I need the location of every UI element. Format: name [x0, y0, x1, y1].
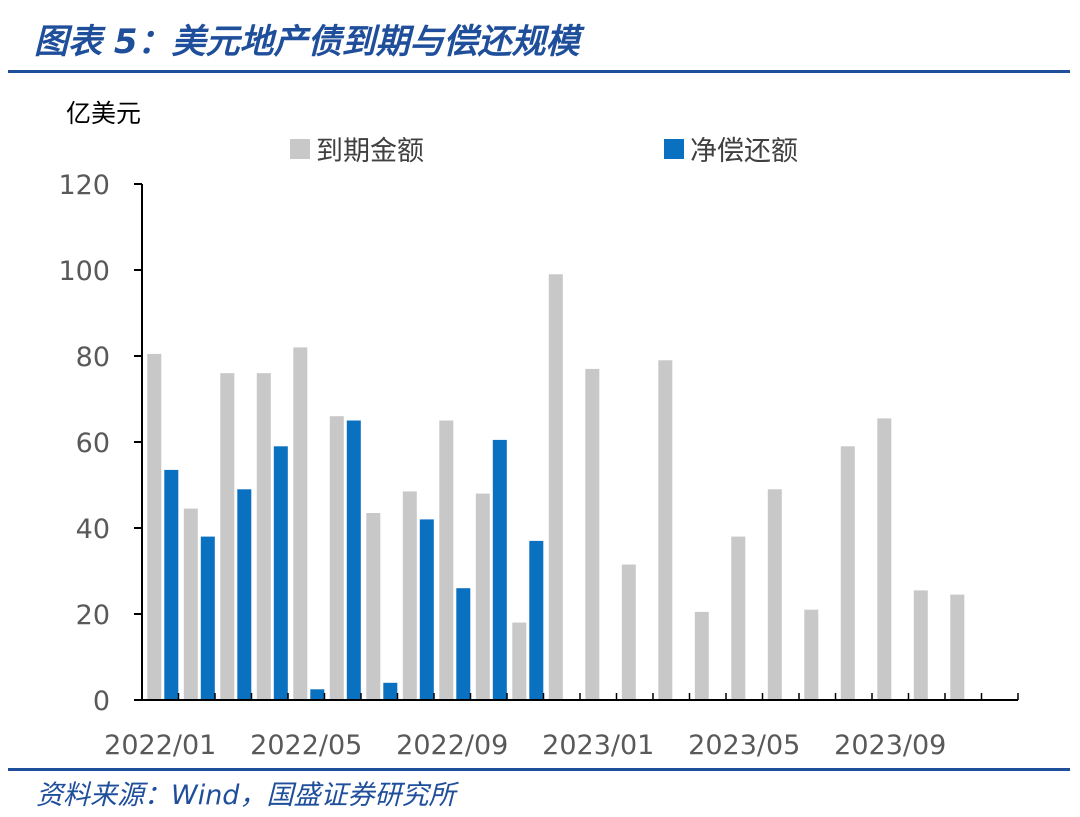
y-tick-label-60: 60	[76, 428, 110, 459]
net-repayment-bar-2022/08	[419, 519, 434, 700]
maturity-bar-2023/02	[621, 564, 636, 700]
net-repayment-bar-2022/01	[164, 469, 179, 700]
net-repayment-bar-2022/06	[346, 420, 361, 700]
y-tick-label-20: 20	[76, 600, 110, 631]
legend-label-net-repayment: 净偿还额	[690, 136, 798, 167]
maturity-bar-2023/10	[913, 590, 928, 700]
bar-chart: 亿美元 到期金额 净偿还额 0 20 40 60 80 100 120 2022/01 2022/…	[58, 99, 1019, 761]
net-repayment-bar-2022/09	[456, 588, 471, 700]
net-repayment-bar-2022/07	[383, 682, 398, 700]
y-tick-label-80: 80	[76, 342, 110, 373]
legend-swatch-net-repayment	[664, 139, 684, 159]
legend-label-maturity: 到期金额	[316, 136, 424, 167]
source-divider	[8, 768, 1070, 771]
maturity-bar-2022/06	[329, 416, 344, 700]
maturity-bar-2022/05	[293, 347, 308, 700]
maturity-bar-2022/11	[512, 622, 527, 700]
y-tick-label-40: 40	[76, 514, 110, 545]
maturity-bar-2022/01	[147, 353, 162, 700]
net-repayment-bar-2022/10	[492, 439, 507, 700]
maturity-bar-2022/02	[183, 508, 198, 700]
y-tick-label-120: 120	[58, 170, 110, 201]
maturity-bar-2022/12	[548, 274, 563, 700]
maturity-bar-2022/04	[256, 373, 271, 700]
x-tick-label-2023/01: 2023/01	[542, 730, 654, 761]
x-tick-label-2022/09: 2022/09	[396, 730, 508, 761]
net-repayment-bar-2022/03	[237, 489, 252, 700]
maturity-bar-2023/11	[950, 594, 965, 700]
maturity-bar-2022/09	[439, 420, 454, 700]
legend: 到期金额 净偿还额	[290, 136, 798, 167]
title-divider	[8, 70, 1070, 73]
source-note: 资料来源：Wind，国盛证券研究所	[36, 780, 456, 811]
maturity-bar-2022/07	[366, 513, 381, 700]
maturity-bar-2023/03	[658, 360, 673, 700]
maturity-bar-2022/08	[402, 491, 417, 700]
maturity-bar-2023/07	[804, 609, 819, 700]
maturity-bar-2022/03	[220, 373, 235, 700]
bars	[147, 274, 965, 701]
y-axis-unit: 亿美元	[66, 99, 141, 128]
legend-swatch-maturity	[290, 139, 310, 159]
net-repayment-bar-2022/05	[310, 689, 325, 701]
maturity-bar-2023/01	[585, 368, 600, 700]
x-tick-label-2023/09: 2023/09	[834, 730, 946, 761]
maturity-bar-2023/05	[731, 536, 746, 700]
net-repayment-bar-2022/11	[529, 540, 544, 700]
net-repayment-bar-2022/02	[200, 536, 215, 700]
y-tick-label-100: 100	[58, 256, 110, 287]
maturity-bar-2023/09	[877, 418, 892, 700]
y-tick-label-0: 0	[93, 686, 110, 717]
maturity-bar-2023/04	[694, 611, 709, 700]
net-repayment-bar-2022/04	[273, 446, 288, 700]
maturity-bar-2022/10	[475, 493, 490, 700]
axes: 0 20 40 60 80 100 120 2022/01 2022/05 2022/09 2023…	[58, 170, 1019, 761]
x-tick-label-2023/05: 2023/05	[688, 730, 800, 761]
maturity-bar-2023/06	[767, 489, 782, 700]
x-tick-label-2022/05: 2022/05	[250, 730, 362, 761]
x-tick-label-2022/01: 2022/01	[104, 730, 216, 761]
chart-title: 图表 5：美元地产债到期与偿还规模	[34, 22, 580, 62]
maturity-bar-2023/08	[840, 446, 855, 700]
